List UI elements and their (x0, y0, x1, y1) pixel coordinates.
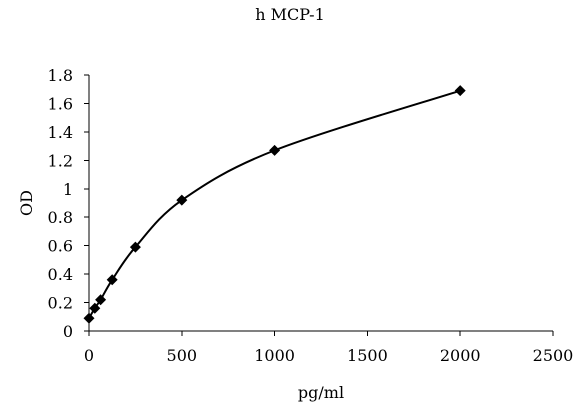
x-axis-label: pg/ml (298, 383, 344, 402)
x-axis-ticks: 0 500 1000 1500 2000 2500 (84, 331, 573, 365)
y-tick-label: 1.2 (48, 151, 73, 170)
data-point (129, 241, 141, 253)
series-markers (83, 85, 466, 324)
y-tick-label: 1 (63, 180, 73, 199)
y-tick-label: 1.6 (48, 94, 73, 113)
chart-title: h MCP-1 (255, 5, 325, 24)
y-tick-label: 1.8 (48, 66, 73, 85)
data-point (83, 312, 95, 324)
y-tick-label: 0 (63, 322, 73, 341)
axes (88, 75, 553, 332)
data-point (89, 302, 101, 314)
x-tick-label: 500 (167, 346, 198, 365)
y-tick-label: 0.8 (48, 208, 73, 227)
x-tick-label: 2000 (440, 346, 481, 365)
data-point (269, 144, 281, 156)
data-point (106, 274, 118, 286)
x-tick-label: 0 (84, 346, 94, 365)
x-tick-label: 2500 (533, 346, 574, 365)
data-point (176, 194, 188, 206)
y-tick-label: 0.2 (48, 294, 73, 313)
x-tick-label: 1000 (254, 346, 295, 365)
y-tick-label: 1.4 (48, 123, 73, 142)
y-tick-label: 0.6 (48, 237, 73, 256)
y-axis-ticks: 0 0.2 0.4 0.6 0.8 1 1.2 1.4 1.6 1.8 (48, 66, 89, 341)
x-tick-label: 1500 (347, 346, 388, 365)
data-point (95, 294, 107, 306)
y-axis-label: OD (17, 190, 36, 216)
y-tick-label: 0.4 (48, 265, 73, 284)
data-point (454, 85, 466, 97)
